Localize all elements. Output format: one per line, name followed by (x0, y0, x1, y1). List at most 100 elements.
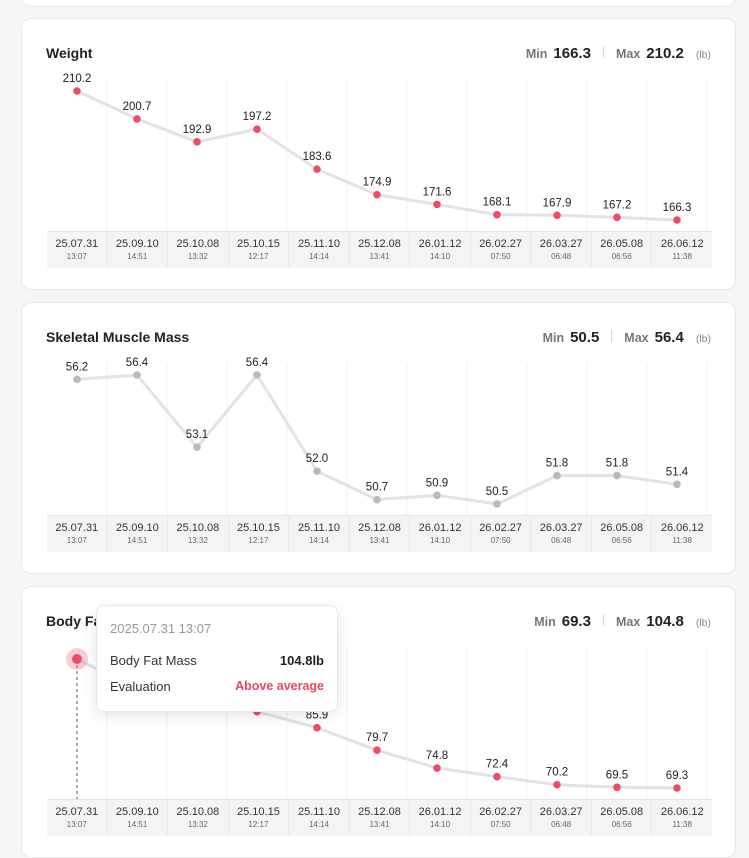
date-tick-time: 14:14 (308, 536, 329, 545)
data-label: 70.2 (546, 767, 568, 779)
data-label: 56.4 (246, 357, 269, 369)
data-point[interactable] (72, 654, 82, 664)
data-point[interactable] (433, 200, 441, 209)
date-tick-date: 25.10.15 (237, 522, 280, 534)
data-point[interactable] (493, 772, 501, 781)
min-label: Min (525, 47, 548, 61)
data-point[interactable] (673, 216, 681, 224)
tooltip-evaluation-label: Evaluation (110, 679, 171, 694)
data-point[interactable] (373, 746, 381, 755)
divider (602, 46, 604, 58)
date-tick-date: 26.03.27 (539, 238, 583, 250)
data-label: 197.2 (243, 111, 272, 123)
date-tick-time: 06:48 (551, 252, 572, 261)
date-tick: 25.09.10 14:51 (106, 800, 168, 836)
data-point[interactable] (313, 723, 321, 732)
date-tick-date: 25.10.08 (176, 806, 220, 818)
date-tick-time: 14:10 (430, 252, 451, 261)
date-tick-time: 13:07 (66, 252, 87, 261)
data-point[interactable] (193, 138, 201, 146)
date-tick: 25.10.15 12:17 (227, 800, 289, 836)
min-value: 50.5 (570, 329, 600, 346)
date-tick-date: 25.09.10 (115, 522, 159, 534)
data-label: 166.3 (663, 202, 692, 214)
date-tick-time: 13:41 (369, 536, 390, 545)
data-point[interactable] (253, 371, 261, 379)
date-tick: 25.10.08 13:32 (167, 516, 228, 552)
date-tick-time: 14:51 (127, 536, 148, 545)
weight-line-chart[interactable]: 210.2 200.7 192.9 197.2 183.6 174.9 171.6 168.1… (22, 19, 736, 290)
data-point[interactable] (373, 190, 381, 199)
date-tick: 26.03.27 06:48 (530, 516, 591, 552)
date-tick-time: 14:14 (308, 820, 329, 829)
chart-title: Skeletal Muscle Mass (46, 329, 190, 345)
data-point[interactable] (253, 125, 261, 134)
data-point[interactable] (673, 480, 681, 489)
date-tick-time: 13:32 (187, 536, 208, 545)
date-tick: 25.10.15 12:17 (227, 232, 289, 268)
data-label: 200.7 (123, 101, 152, 113)
chart-title: Weight (46, 45, 93, 61)
date-tick-date: 25.07.31 (55, 238, 99, 250)
date-tick-date: 25.12.08 (358, 522, 401, 534)
data-label: 51.8 (546, 458, 568, 470)
data-label: 51.4 (666, 466, 689, 478)
date-tick-time: 13:32 (187, 820, 208, 829)
date-tick-time: 06:56 (611, 536, 632, 545)
data-point[interactable] (193, 443, 201, 451)
data-point[interactable] (613, 471, 621, 480)
tooltip-evaluation-row: Evaluation Above average (110, 679, 324, 694)
date-tick-time: 06:56 (611, 252, 632, 261)
date-tick: 25.09.10 14:51 (106, 516, 168, 552)
date-tick-date: 25.10.15 (237, 806, 280, 818)
data-label: 79.7 (366, 732, 388, 744)
min-value: 69.3 (561, 613, 591, 630)
date-tick-date: 25.11.10 (297, 806, 340, 818)
date-tick: 26.01.12 14:10 (409, 232, 470, 268)
date-tick: 25.10.08 13:32 (167, 800, 228, 836)
data-point[interactable] (133, 115, 141, 123)
data-point[interactable] (313, 165, 321, 173)
data-label: 50.7 (366, 482, 388, 494)
date-tick: 25.11.10 14:14 (288, 516, 349, 552)
data-point[interactable] (73, 375, 81, 384)
date-tick-time: 12:17 (248, 820, 269, 829)
data-point[interactable] (493, 500, 501, 508)
data-point[interactable] (613, 783, 621, 792)
tooltip-evaluation-value: Above average (235, 679, 324, 693)
date-tick-time: 07:50 (490, 252, 511, 261)
date-tick-date: 26.02.27 (479, 238, 523, 250)
data-point[interactable] (613, 213, 621, 222)
data-point[interactable] (553, 780, 561, 789)
data-label: 56.4 (126, 357, 149, 369)
max-label: Max (615, 615, 641, 629)
date-tick-date: 26.06.12 (660, 238, 704, 250)
date-tick: 26.02.27 07:50 (469, 516, 531, 552)
data-point[interactable] (673, 784, 681, 792)
data-label: 53.1 (186, 429, 208, 441)
data-label: 72.4 (486, 759, 509, 771)
date-tick-date: 25.09.10 (115, 806, 159, 818)
date-tick: 25.09.10 14:51 (106, 232, 168, 268)
data-point[interactable] (553, 211, 561, 220)
data-point[interactable] (313, 467, 321, 476)
weight-card: Weight Min 166.3 Max 210.2 (lb) 210.2 200… (21, 18, 736, 290)
data-point[interactable] (133, 371, 141, 379)
date-tick-time: 14:10 (430, 536, 451, 545)
data-point[interactable] (433, 764, 441, 772)
max-value: 104.8 (646, 613, 684, 630)
data-point[interactable] (553, 471, 561, 480)
skeletal-muscle-line-chart[interactable]: 56.2 56.4 53.1 56.4 52.0 50.7 50.9 50.5 51.8 51.8… (22, 303, 736, 574)
data-point[interactable] (73, 87, 81, 95)
data-point[interactable] (433, 491, 441, 500)
date-tick: 26.05.08 06:56 (590, 800, 652, 836)
divider (602, 614, 604, 626)
date-tick-date: 25.09.10 (115, 238, 159, 250)
data-point[interactable] (373, 495, 381, 504)
data-label: 52.0 (306, 453, 328, 465)
date-tick: 26.01.12 14:10 (409, 800, 470, 836)
date-tick-time: 11:38 (672, 820, 692, 829)
date-tick-time: 06:56 (611, 820, 632, 829)
data-point[interactable] (493, 210, 501, 219)
min-label: Min (542, 331, 565, 345)
